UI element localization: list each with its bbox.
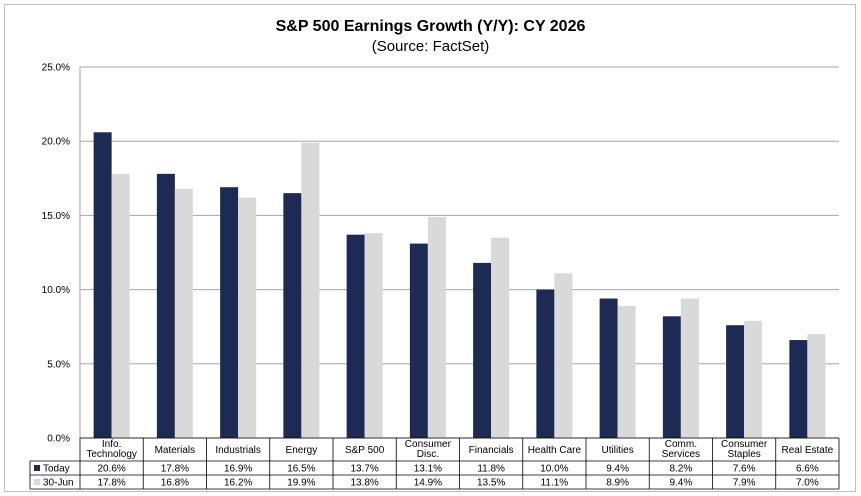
y-tick-label: 15.0%	[42, 211, 70, 222]
x-tick-label: Info.	[102, 439, 121, 450]
bar-30-jun	[744, 320, 763, 438]
bar-today	[220, 187, 239, 438]
data-label: 13.7%	[350, 464, 378, 475]
bar-today	[662, 316, 681, 438]
y-tick-label: 10.0%	[42, 285, 70, 296]
bar-today	[726, 325, 745, 438]
bar-30-jun	[238, 197, 257, 438]
x-tick-label: Disc.	[417, 449, 439, 460]
data-label: 20.6%	[97, 464, 125, 475]
bar-30-jun	[807, 334, 826, 438]
bar-30-jun	[427, 216, 446, 438]
bar-30-jun	[680, 298, 699, 438]
bar-30-jun	[301, 142, 320, 438]
bar-30-jun	[491, 237, 510, 438]
bar-30-jun	[111, 173, 130, 438]
data-label: 9.4%	[669, 478, 692, 489]
legend-key-today	[34, 465, 40, 471]
bar-30-jun	[554, 273, 573, 438]
x-tick-label: Real Estate	[782, 445, 834, 456]
chart-title: S&P 500 Earnings Growth (Y/Y): CY 2026	[275, 18, 586, 35]
x-tick-label: Comm.	[665, 439, 697, 450]
data-label: 16.8%	[161, 478, 189, 489]
data-label: 16.5%	[287, 464, 315, 475]
bar-today	[156, 173, 175, 438]
data-label: 6.6%	[796, 464, 819, 475]
bar-today	[789, 340, 808, 438]
y-axis-ticks: 0.0% 5.0% 10.0% 15.0% 20.0% 25.0%	[42, 63, 70, 445]
data-label: 7.6%	[733, 464, 756, 475]
x-tick-label: Financials	[469, 445, 514, 456]
data-label: 17.8%	[97, 478, 125, 489]
y-tick-label: 20.0%	[42, 137, 70, 148]
data-table: Info.Technology Materials Industrials Energ…	[29, 437, 840, 490]
data-label: 16.9%	[224, 464, 252, 475]
y-tick-label: 5.0%	[47, 359, 70, 370]
bar-today	[93, 132, 112, 438]
bar-today	[409, 243, 428, 438]
x-tick-label: Energy	[286, 445, 318, 456]
x-tick-label: Staples	[727, 449, 760, 460]
bar-today	[599, 298, 618, 438]
data-label: 17.8%	[161, 464, 189, 475]
x-tick-label: Consumer	[721, 439, 768, 450]
data-label: 11.1%	[541, 478, 569, 489]
x-tick-label: Services	[662, 449, 700, 460]
data-label: 13.8%	[350, 478, 378, 489]
bar-30-jun	[364, 233, 383, 438]
data-label: 7.0%	[796, 478, 819, 489]
data-label: 8.9%	[606, 478, 629, 489]
data-label: 14.9%	[414, 478, 442, 489]
x-tick-label: Consumer	[405, 439, 452, 450]
bar-today	[346, 234, 365, 438]
bar-today	[283, 193, 302, 438]
data-label: 19.9%	[287, 478, 315, 489]
x-tick-label: Utilities	[602, 445, 634, 456]
x-tick-label: Materials	[155, 445, 196, 456]
data-label: 7.9%	[733, 478, 756, 489]
chart-subtitle: (Source: FactSet)	[371, 38, 490, 55]
data-label: 8.2%	[669, 464, 692, 475]
legend-label: 30-Jun	[43, 478, 74, 489]
legend-label: Today	[43, 464, 70, 475]
data-label: 9.4%	[606, 464, 629, 475]
data-label: 11.8%	[477, 464, 505, 475]
data-label: 16.2%	[224, 478, 252, 489]
gridlines	[79, 66, 839, 439]
legend-key-30-jun	[34, 479, 40, 485]
bar-today	[473, 262, 492, 438]
bar-today	[536, 289, 555, 438]
x-tick-label: Industrials	[215, 445, 261, 456]
bars	[93, 132, 826, 438]
x-tick-label: S&P 500	[345, 445, 385, 456]
y-tick-label: 0.0%	[47, 434, 70, 445]
data-label: 10.0%	[540, 464, 568, 475]
bar-30-jun	[617, 305, 636, 438]
x-tick-label: Health Care	[528, 445, 582, 456]
data-label: 13.5%	[477, 478, 505, 489]
data-label: 13.1%	[414, 464, 442, 475]
y-tick-label: 25.0%	[42, 63, 70, 74]
x-tick-label: Technology	[86, 449, 137, 460]
bar-30-jun	[174, 188, 193, 438]
